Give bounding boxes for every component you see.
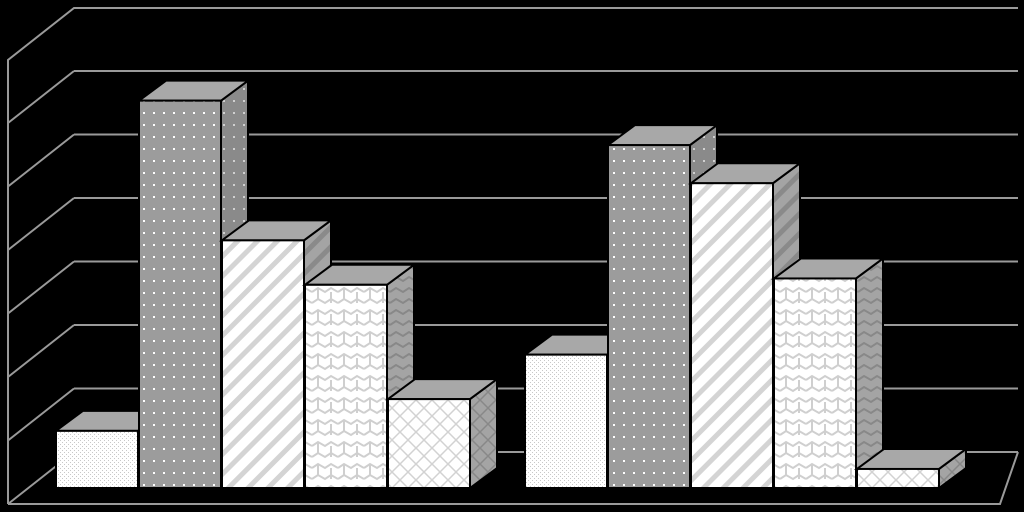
side-gridline-1 — [7, 387, 75, 442]
bar-front-1-1 — [607, 144, 691, 489]
bar-front-1-2 — [690, 182, 774, 489]
bar-front-1-4 — [856, 467, 940, 490]
side-gridline-4 — [7, 197, 75, 251]
bar-0-4 — [384, 377, 501, 490]
side-gridline-3 — [7, 260, 75, 315]
bar-front-0-1 — [138, 99, 222, 490]
bar-1-3 — [770, 256, 887, 490]
bar-front-1-0 — [524, 353, 608, 489]
side-gridline-6 — [7, 70, 75, 124]
bar-group — [52, 78, 970, 490]
bar-front-0-0 — [55, 429, 139, 490]
side-gridline-5 — [7, 133, 75, 188]
bar-front-0-2 — [221, 239, 305, 489]
chart-walls — [7, 7, 1019, 505]
bar-front-0-3 — [304, 283, 388, 489]
bar-front-0-4 — [387, 398, 471, 490]
side-gridline-2 — [7, 324, 75, 378]
bar-1-4 — [853, 446, 970, 490]
bar-front-1-3 — [773, 277, 857, 490]
floor-edge — [8, 451, 1019, 505]
back-wall-edge — [7, 7, 1018, 504]
